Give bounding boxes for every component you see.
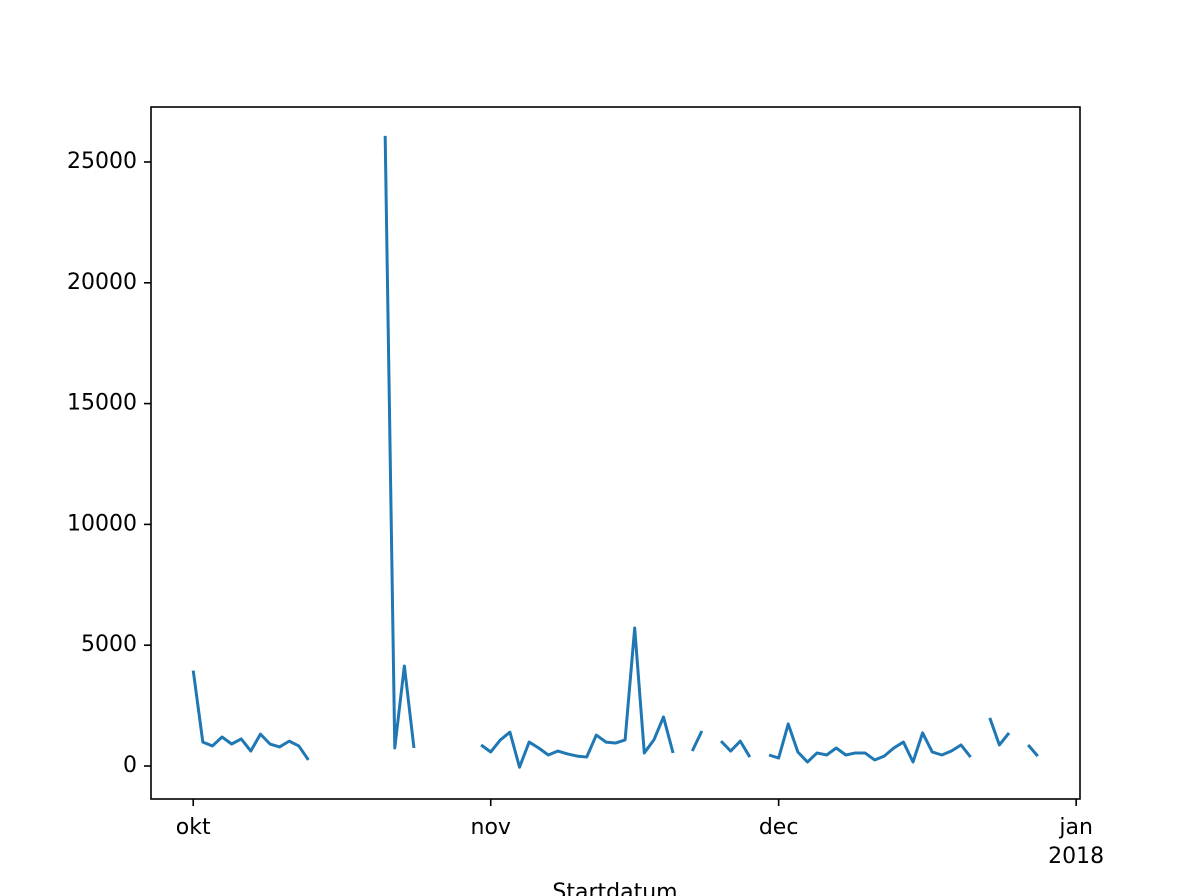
y-tick-label: 5000 [81, 632, 137, 657]
x-tick-label: dec [758, 815, 799, 840]
x-tick-label: jan 2018 [1048, 815, 1105, 869]
y-tick-label: 25000 [67, 149, 137, 174]
y-tick-label: 0 [123, 753, 137, 778]
y-tick-label: 10000 [67, 511, 137, 536]
y-tick-label: 20000 [67, 270, 137, 295]
x-tick-label: okt [175, 815, 211, 840]
x-tick-label: nov [470, 815, 511, 840]
axes-frame [150, 106, 1081, 800]
data-line [191, 135, 1039, 769]
y-tick-label: 15000 [67, 391, 137, 416]
x-axis-label: Startdatum [552, 880, 678, 896]
